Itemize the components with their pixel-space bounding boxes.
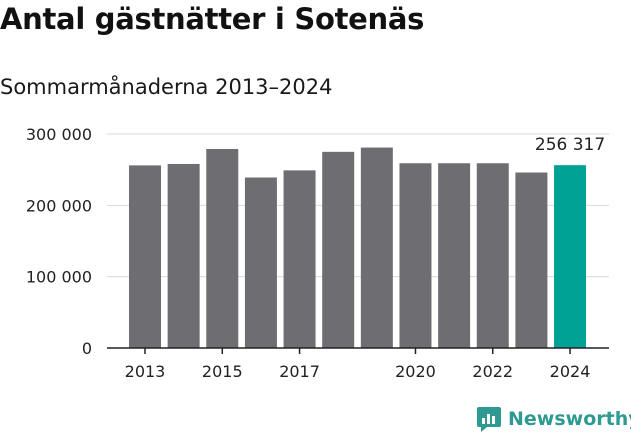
- bar-2023: [515, 172, 548, 348]
- y-tick-label: 200 000: [26, 196, 92, 215]
- x-tick-label: 2020: [395, 362, 436, 381]
- chart-subtitle: Sommarmånaderna 2013–2024: [0, 75, 333, 99]
- bar-2018: [322, 151, 355, 348]
- x-tick-label: 2015: [202, 362, 243, 381]
- bar-2020: [399, 163, 432, 348]
- x-tick-label: 2013: [125, 362, 166, 381]
- newsworthy-logo-icon: [477, 407, 501, 432]
- bar-2017: [283, 170, 316, 348]
- bar-chart: 0 100 000 200 000 300 000 2013 2015 2017 2020 20…: [26, 125, 609, 381]
- y-tick-label: 100 000: [26, 268, 92, 287]
- chart-title: Antal gästnätter i Sotenäs: [0, 2, 425, 36]
- newsworthy-brand: Newsworthy: [476, 405, 631, 433]
- x-tick-label: 2024: [550, 362, 591, 381]
- axes: [107, 347, 609, 354]
- data-label: 256 317: [535, 135, 605, 155]
- bar-2016: [244, 177, 277, 348]
- y-tick-label: 0: [82, 339, 92, 358]
- bar-2019: [360, 147, 393, 348]
- labels: 0 100 000 200 000 300 000 2013 2015 2017 2020 20…: [26, 125, 605, 381]
- bar-2024: [554, 165, 587, 348]
- x-tick-label: 2017: [279, 362, 320, 381]
- x-tick-label: 2022: [472, 362, 513, 381]
- bar-2013: [129, 165, 161, 348]
- bar-2021: [438, 163, 471, 348]
- y-tick-label: 300 000: [26, 125, 92, 144]
- bars: [129, 147, 587, 348]
- bar-2014: [167, 163, 200, 348]
- brand-name: Newsworthy: [508, 408, 631, 430]
- bar-2015: [206, 148, 239, 348]
- bar-2022: [476, 163, 509, 348]
